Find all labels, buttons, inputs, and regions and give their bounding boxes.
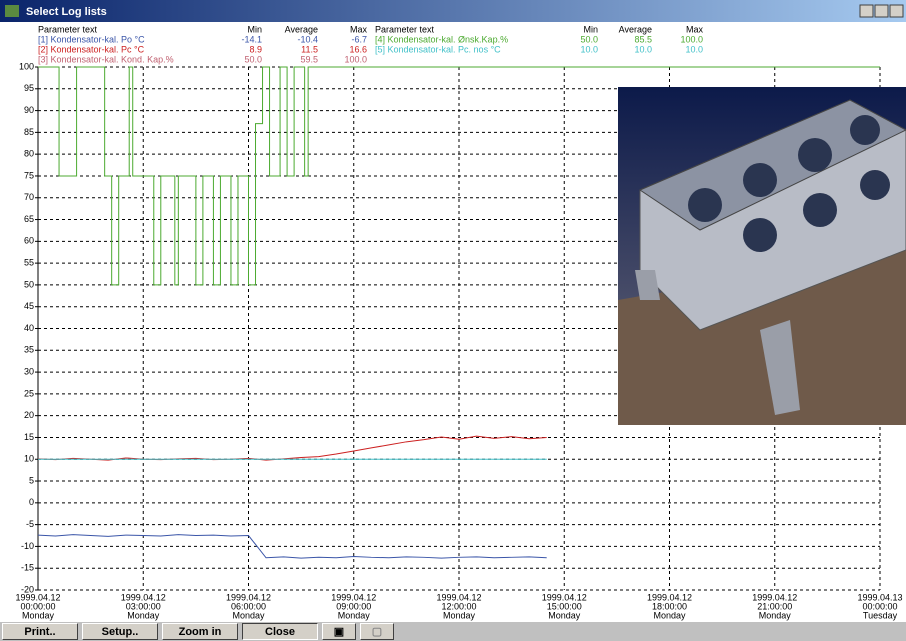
- y-tick-label: 20: [24, 410, 34, 420]
- y-tick-label: 90: [24, 105, 34, 115]
- legend-header: Min: [583, 24, 598, 34]
- legend-max: 16.6: [349, 44, 367, 54]
- legend-average: 59.5: [300, 54, 318, 64]
- legend-average: -10.4: [297, 34, 318, 44]
- y-tick-label: 50: [24, 279, 34, 289]
- page: Select Log lists Parameter text Min Averag…: [0, 0, 906, 641]
- legend-min: -14.1: [241, 34, 262, 44]
- legend-name: [2] Kondensator-kal. Pc °C: [38, 44, 145, 54]
- zoom-in-button[interactable]: Zoom in: [162, 623, 238, 640]
- window-title: Select Log lists: [26, 6, 107, 18]
- legend-header: Average: [619, 24, 652, 34]
- legend-average: 10.0: [634, 44, 652, 54]
- y-tick-label: 100: [19, 61, 34, 71]
- y-tick-label: 80: [24, 149, 34, 159]
- y-tick-label: 65: [24, 214, 34, 224]
- close-window-button[interactable]: [890, 5, 903, 17]
- y-tick-label: -10: [21, 541, 34, 551]
- legend-max: 10.0: [685, 44, 703, 54]
- button-bar: Print.. Setup.. Zoom in Close ▣ ▢: [0, 622, 906, 641]
- title-bar: [0, 0, 906, 22]
- legend-name: [1] Kondensator-kal. Po °C: [38, 34, 145, 44]
- minimize-button[interactable]: [860, 5, 873, 17]
- close-button[interactable]: Close: [242, 623, 318, 640]
- legend-min: 8.9: [249, 44, 262, 54]
- legend-name: [5] Kondensator-kal. Pc. nos °C: [375, 44, 501, 54]
- legend-average: 85.5: [634, 34, 652, 44]
- legend-header: Parameter text: [38, 24, 98, 34]
- y-tick-label: 60: [24, 236, 34, 246]
- print-button[interactable]: Print..: [2, 623, 78, 640]
- y-tick-label: 85: [24, 127, 34, 137]
- setup-button[interactable]: Setup..: [82, 623, 158, 640]
- legend-name: [3] Kondensator-kal. Kond. Kap.%: [38, 54, 174, 64]
- x-tick-day: Monday: [127, 610, 160, 620]
- y-tick-label: 0: [29, 497, 34, 507]
- y-tick-label: 30: [24, 366, 34, 376]
- copy-button[interactable]: ▣: [322, 623, 356, 640]
- y-tick-label: 10: [24, 454, 34, 464]
- legend-name: [4] Kondensator-kal. Ønsk.Kap.%: [375, 34, 508, 44]
- photo: [618, 87, 906, 425]
- maximize-button[interactable]: [875, 5, 888, 17]
- log-window: Select Log lists Parameter text Min Averag…: [0, 0, 906, 622]
- y-tick-label: 70: [24, 192, 34, 202]
- legend-header: Average: [285, 24, 318, 34]
- y-tick-label: 15: [24, 432, 34, 442]
- legend-min: 50.0: [580, 34, 598, 44]
- x-tick-day: Monday: [232, 610, 265, 620]
- x-tick-day: Monday: [548, 610, 581, 620]
- y-tick-label: 5: [29, 475, 34, 485]
- series-line: [38, 436, 547, 460]
- legend-header: Min: [247, 24, 262, 34]
- y-tick-label: -15: [21, 563, 34, 573]
- x-tick-day: Monday: [338, 610, 371, 620]
- legend-average: 11.5: [301, 44, 318, 54]
- y-tick-label: 45: [24, 301, 34, 311]
- legend-min: 10.0: [580, 44, 598, 54]
- y-tick-label: 95: [24, 83, 34, 93]
- x-tick-day: Monday: [443, 610, 476, 620]
- legend-min: 50.0: [244, 54, 262, 64]
- y-tick-label: -5: [26, 519, 34, 529]
- y-tick-label: 35: [24, 345, 34, 355]
- legend-header: Parameter text: [375, 24, 435, 34]
- legend-header: Max: [686, 24, 704, 34]
- x-tick-day: Monday: [759, 610, 792, 620]
- x-tick-day: Monday: [22, 610, 55, 620]
- legend-max: 100.0: [344, 54, 367, 64]
- legend-max: -6.7: [351, 34, 367, 44]
- y-tick-label: 75: [24, 170, 34, 180]
- y-tick-label: 25: [24, 388, 34, 398]
- app-icon: [5, 5, 19, 17]
- legend-max: 100.0: [680, 34, 703, 44]
- y-tick-label: 40: [24, 323, 34, 333]
- legend-header: Max: [350, 24, 368, 34]
- y-tick-label: 55: [24, 258, 34, 268]
- x-tick-day: Monday: [653, 610, 686, 620]
- x-tick-day: Tuesday: [863, 610, 898, 620]
- paste-button[interactable]: ▢: [360, 623, 394, 640]
